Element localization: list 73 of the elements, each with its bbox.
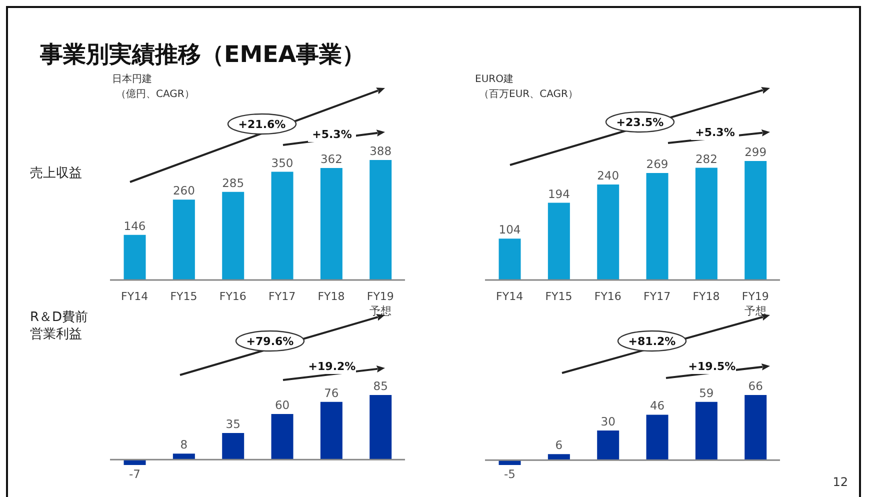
- data-label: -5: [504, 467, 516, 481]
- bar: [124, 234, 146, 280]
- x-tick-label: FY17: [644, 290, 671, 303]
- bar: [320, 402, 342, 460]
- text: 12: [832, 475, 848, 489]
- bar: [222, 192, 244, 280]
- x-tick-label: FY14: [121, 290, 148, 303]
- x-tick-label: FY18: [692, 290, 720, 303]
- data-label: 59: [699, 386, 714, 400]
- text: +21.6%: [238, 118, 286, 131]
- data-label: 76: [324, 386, 339, 400]
- bar: [646, 414, 668, 460]
- data-label: 30: [600, 414, 616, 428]
- x-tick-label: FY15: [170, 290, 198, 303]
- data-label: 6: [555, 438, 563, 452]
- bar: [695, 168, 718, 280]
- data-label: 8: [180, 438, 188, 452]
- x-tick-label: FY16: [219, 290, 246, 303]
- bar: [271, 172, 294, 280]
- data-label: 194: [548, 186, 570, 201]
- data-label: 35: [226, 417, 240, 432]
- data-label: -7: [129, 467, 140, 481]
- chart-subtitle: EURO建: [475, 73, 514, 85]
- data-label: 60: [274, 398, 290, 412]
- bar: [548, 454, 570, 460]
- text: （百万EUR、CAGR）: [479, 89, 578, 100]
- x-tick-label: FY14: [496, 290, 524, 303]
- data-label: 260: [172, 184, 195, 198]
- x-tick-label: FY16: [594, 290, 622, 303]
- data-label: 46: [650, 398, 665, 413]
- bar: [695, 402, 718, 460]
- x-tick-label: FY15: [545, 290, 572, 303]
- bar: [370, 395, 392, 460]
- data-label: 85: [373, 379, 388, 393]
- data-label: 146: [124, 218, 146, 233]
- bar: [370, 160, 392, 280]
- data-label: 285: [222, 176, 244, 190]
- x-tick-label: FY18: [318, 290, 345, 303]
- bar: [172, 200, 195, 280]
- bar: [222, 433, 244, 460]
- data-label: 282: [695, 152, 718, 166]
- bar: [320, 168, 342, 280]
- bar: [597, 430, 620, 460]
- bar: [172, 454, 195, 460]
- data-label: 299: [744, 145, 767, 159]
- text: +81.2%: [628, 335, 676, 348]
- x-tick-label: FY17: [268, 290, 296, 303]
- data-label: 66: [748, 379, 763, 393]
- text: +23.5%: [616, 116, 664, 129]
- text: +19.2%: [308, 360, 356, 373]
- text: +5.3%: [312, 128, 352, 141]
- bar: [744, 395, 767, 460]
- data-label: 350: [271, 156, 294, 170]
- text: +19.5%: [688, 360, 736, 373]
- data-label: 362: [320, 152, 342, 166]
- bar: [548, 202, 570, 280]
- bar: [498, 238, 521, 280]
- text: （億円、CAGR）: [116, 88, 194, 100]
- data-label: 240: [597, 168, 620, 182]
- data-label: 104: [498, 222, 521, 237]
- chart-subtitle: 日本円建: [112, 73, 152, 85]
- y-axis-title: R＆D費前営業利益: [30, 309, 90, 343]
- text: +5.3%: [695, 126, 735, 139]
- bar: [597, 184, 620, 280]
- y-axis-title: 売上収益: [30, 165, 83, 182]
- bar: [646, 172, 668, 280]
- chart-title: 事業別実績推移（EMEA事業）: [39, 41, 366, 68]
- x-tick-label: FY19 予想: [366, 290, 394, 318]
- data-label: 269: [646, 156, 668, 171]
- text: +79.6%: [246, 335, 294, 348]
- bar: [271, 414, 294, 460]
- data-label: 388: [370, 144, 392, 158]
- bar: [744, 161, 767, 280]
